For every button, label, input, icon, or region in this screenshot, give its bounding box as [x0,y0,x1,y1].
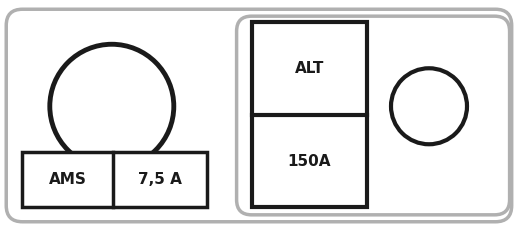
Text: AMS: AMS [48,172,86,187]
FancyBboxPatch shape [237,16,510,215]
Text: 150A: 150A [288,154,331,168]
Circle shape [50,44,174,168]
FancyBboxPatch shape [6,9,512,222]
Text: 7,5 A: 7,5 A [138,172,182,187]
Text: ALT: ALT [295,61,324,76]
Circle shape [391,68,467,144]
Bar [22,152,207,207]
Bar [252,22,367,207]
